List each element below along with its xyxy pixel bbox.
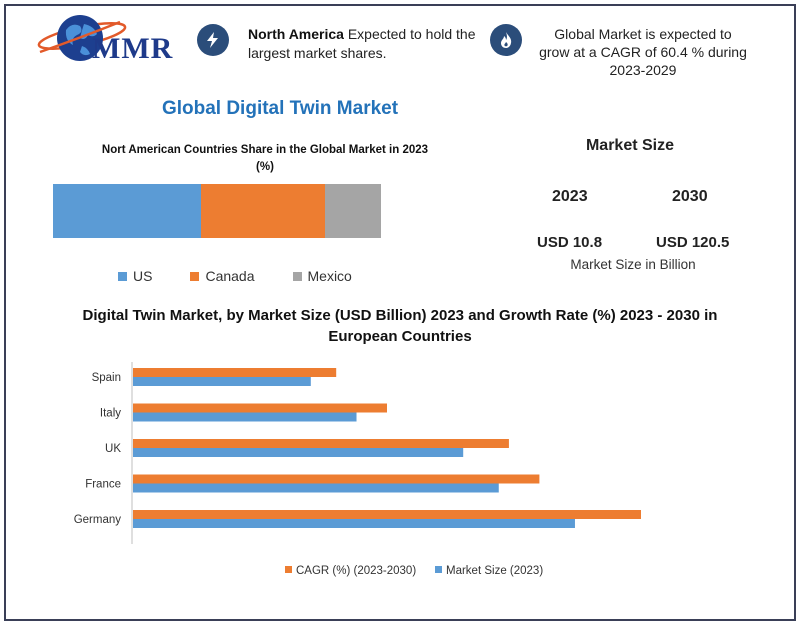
legend-label: US: [133, 268, 153, 284]
bar-france-market-size: [133, 483, 499, 493]
legend-label: CAGR (%) (2023-2030): [296, 565, 416, 577]
legend-swatch: [292, 271, 302, 281]
category-label: Spain: [92, 372, 121, 384]
category-label: Italy: [100, 408, 121, 420]
bar-italy-cagr: [133, 403, 387, 413]
legend-label: Mexico: [307, 268, 352, 284]
highlight-cagr: Global Market is expected to grow at a C…: [539, 26, 747, 78]
market-size-value-2: USD 120.5: [656, 234, 730, 251]
legend-label: Canada: [205, 268, 255, 284]
highlight-1-text: Expected to hold the largest market shar…: [248, 26, 476, 61]
page-title: Global Digital Twin Market: [161, 98, 399, 119]
market-size-title: Market Size: [585, 137, 675, 154]
globe-icon: [37, 15, 127, 61]
market-size-note: Market Size in Billion: [570, 257, 696, 272]
category-label: Germany: [74, 514, 122, 526]
category-label: UK: [105, 443, 121, 455]
market-size-year-2: 2030: [672, 188, 708, 205]
market-size-value-1: USD 10.8: [537, 234, 603, 251]
highlight-1-bold: North America: [248, 26, 344, 42]
share-segment-mexico: [325, 184, 381, 238]
share-segment-canada: [200, 184, 326, 238]
highlight-north-america: North America Expected to hold the large…: [248, 25, 488, 63]
mmr-logo: MMR: [30, 8, 180, 70]
bar-spain-market-size: [133, 377, 311, 386]
bar-italy-market-size: [133, 412, 357, 422]
share-legend: US Canada Mexico: [118, 268, 352, 284]
share-segment-us: [53, 184, 201, 238]
legend-item-canada: Canada: [190, 268, 255, 284]
share-stacked-bar: [53, 184, 381, 238]
legend-item-us: US: [118, 268, 152, 284]
category-label: France: [85, 479, 121, 491]
bar-uk-cagr: [133, 439, 509, 448]
flame-icon: [490, 24, 522, 56]
legend-label: Market Size (2023): [446, 565, 543, 577]
infographic-frame: [4, 4, 796, 621]
legend-swatch: [435, 566, 442, 573]
legend-swatch: [285, 566, 292, 573]
bar-germany-market-size: [133, 519, 575, 528]
bar-uk-market-size: [133, 448, 464, 457]
bar-germany-cagr: [133, 510, 641, 519]
legend-swatch: [118, 271, 127, 281]
logo-text: MMR: [92, 32, 174, 65]
market-size-year-1: 2023: [552, 188, 588, 205]
share-chart-title: Nort American Countries Share in the Glo…: [101, 144, 429, 173]
legend-swatch: [190, 271, 200, 281]
legend-item-mexico: Mexico: [292, 268, 352, 284]
lightning-icon: [197, 24, 229, 56]
bar-france-cagr: [133, 474, 540, 484]
europe-chart-title: Digital Twin Market, by Market Size (USD…: [82, 307, 718, 345]
bar-spain-cagr: [133, 368, 337, 377]
